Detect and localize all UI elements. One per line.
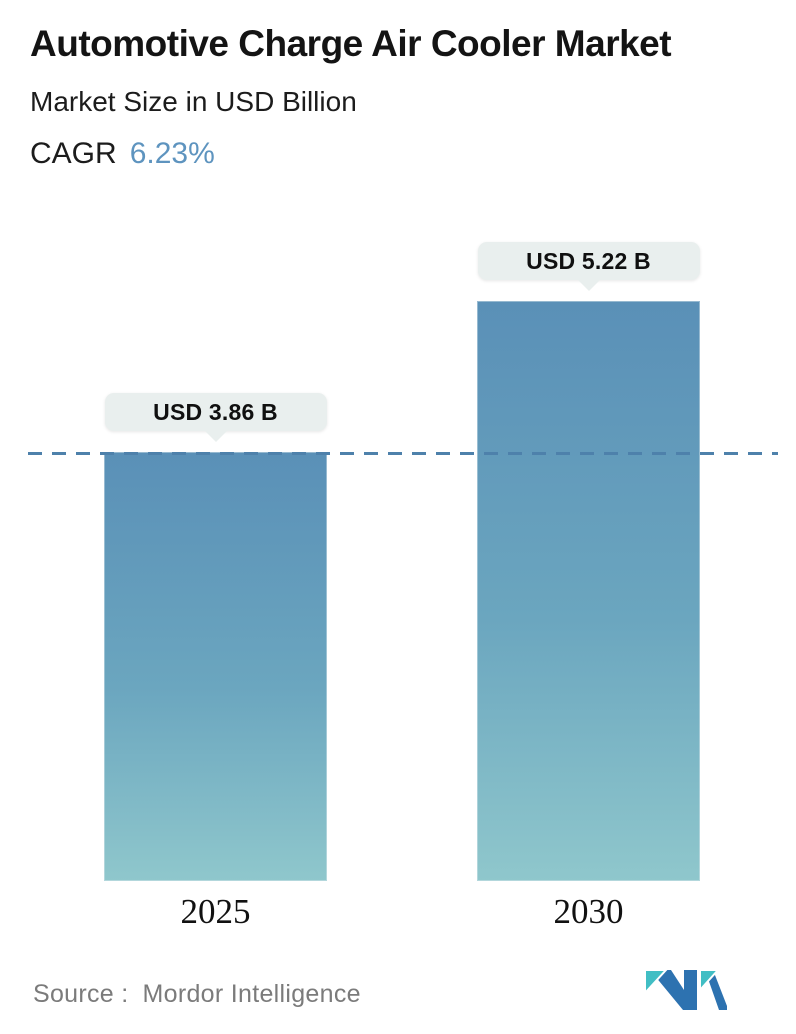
source-value: Mordor Intelligence xyxy=(142,980,361,1008)
logo-right-diagonal xyxy=(705,970,727,1010)
reference-dashed-line xyxy=(28,452,778,455)
value-tooltip-2025: USD 3.86 B xyxy=(104,393,327,431)
source-row: Source : Mordor Intelligence xyxy=(33,980,361,1009)
x-axis-label-2030: 2030 xyxy=(553,892,624,931)
source-label: Source : xyxy=(33,980,129,1008)
cagr-value: 6.23% xyxy=(129,136,215,170)
logo-left-triangle xyxy=(645,969,669,995)
logo-right-triangle xyxy=(699,969,721,993)
cagr-label: CAGR xyxy=(30,136,117,170)
chart-header: Automotive Charge Air Cooler Market Mark… xyxy=(30,23,770,171)
cagr-row: CAGR 6.23% xyxy=(30,137,770,171)
value-label-2025: USD 3.86 B xyxy=(153,398,278,425)
bar-2030[interactable]: USD 5.22 B 2030 xyxy=(477,242,700,931)
value-tooltip-2030: USD 5.22 B xyxy=(477,242,700,280)
chart-subtitle: Market Size in USD Billion xyxy=(30,85,357,117)
x-axis-label-2025: 2025 xyxy=(180,892,251,931)
mordor-intelligence-logo xyxy=(645,969,727,1010)
value-label-2030: USD 5.22 B xyxy=(526,247,651,274)
bar-2025[interactable]: USD 3.86 B 2025 xyxy=(104,393,327,931)
logo-middle-bar xyxy=(684,970,697,1010)
page-title: Automotive Charge Air Cooler Market xyxy=(30,23,672,64)
